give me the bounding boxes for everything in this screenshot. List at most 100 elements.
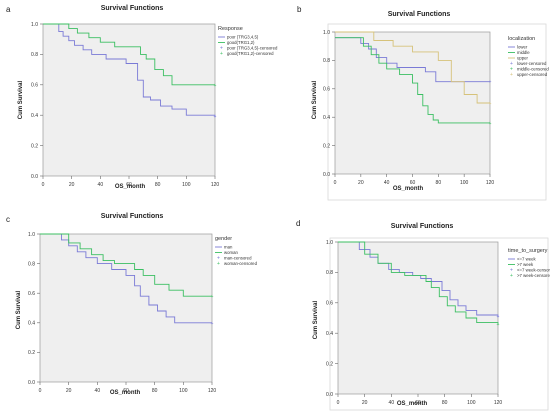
legend-entry: man <box>224 245 233 250</box>
plot-area <box>334 31 491 175</box>
y-tick-label: 0.8 <box>28 261 35 267</box>
x-tick-label: 80 <box>155 182 161 188</box>
censor-mark: + <box>497 314 500 320</box>
censor-mark: + <box>489 121 492 127</box>
x-axis-label: OS_month <box>115 184 146 190</box>
y-axis-label: Cum Survival <box>16 291 22 330</box>
y-tick-label: 0.2 <box>326 361 333 367</box>
legend-entry: woman-censored <box>224 261 258 266</box>
x-tick-label: 80 <box>436 180 442 186</box>
legend-entry: >7 week-censored <box>517 273 550 278</box>
x-tick-label: 20 <box>66 388 72 394</box>
legend-entry: man-censored <box>224 256 252 261</box>
y-tick-label: 0.4 <box>323 115 330 121</box>
x-tick-label: 120 <box>486 180 495 186</box>
x-tick-label: 40 <box>389 400 395 406</box>
panel-border <box>327 23 547 201</box>
x-tick-label: 100 <box>460 180 469 186</box>
x-axis-label: OS_month <box>110 390 141 396</box>
y-tick-label: 0.6 <box>31 83 38 89</box>
legend-entry: upper <box>517 56 529 61</box>
y-axis-label: Cum Survival <box>18 81 24 120</box>
y-tick-label: 0.6 <box>326 301 333 307</box>
x-axis-label: OS_month <box>393 186 424 192</box>
legend-censor-marker: + <box>510 273 513 279</box>
legend-entry: upper-censored <box>517 72 548 77</box>
legend-entry: middle-censored <box>517 67 549 72</box>
legend-entry: woman <box>224 250 238 255</box>
legend-entry: <=7 week <box>517 257 536 262</box>
chart-title: Survival Functions <box>388 11 451 18</box>
legend-entry: good(TRG1,2) <box>227 40 255 45</box>
y-tick-label: 0.8 <box>31 52 38 58</box>
chart-title: Survival Functions <box>101 213 164 220</box>
x-tick-label: 20 <box>362 400 368 406</box>
x-tick-label: 0 <box>334 180 337 186</box>
y-tick-label: 1.0 <box>31 22 38 28</box>
y-tick-label: 1.0 <box>28 232 35 238</box>
panel-label: b <box>297 5 302 14</box>
censor-mark: + <box>211 321 214 327</box>
legend-title: gender <box>215 236 232 242</box>
y-tick-label: 0.8 <box>326 270 333 276</box>
y-axis-label: Cum Survival <box>313 301 319 340</box>
censor-mark: + <box>497 322 500 328</box>
chart-panel-d: d Survival Functions 0 20 40 60 80 100 120 0.0 0.2… <box>296 219 550 411</box>
series-line-1 <box>43 23 216 117</box>
x-tick-label: 120 <box>208 388 217 394</box>
legend-censor-marker: + <box>217 256 220 262</box>
x-tick-label: 60 <box>123 388 129 394</box>
plot-area <box>39 233 213 383</box>
legend-censor-marker: + <box>510 72 513 78</box>
x-tick-label: 0 <box>42 182 45 188</box>
legend-censor-marker: + <box>217 261 220 267</box>
x-tick-label: 0 <box>337 400 340 406</box>
legend-entry: lower <box>517 45 528 50</box>
x-tick-label: 100 <box>182 182 191 188</box>
x-tick-label: 80 <box>442 400 448 406</box>
y-tick-label: 0.8 <box>323 58 330 64</box>
x-tick-label: 40 <box>98 182 104 188</box>
y-tick-label: 0.0 <box>28 380 35 386</box>
chart-title: Survival Functions <box>391 223 454 230</box>
legend-entry: middle <box>517 50 530 55</box>
y-tick-label: 0.0 <box>326 392 333 398</box>
y-tick-label: 0.0 <box>31 174 38 180</box>
x-tick-label: 20 <box>358 180 364 186</box>
y-tick-label: 0.4 <box>326 331 333 337</box>
censor-mark: + <box>489 80 492 86</box>
x-tick-label: 120 <box>494 400 503 406</box>
x-tick-label: 40 <box>384 180 390 186</box>
y-tick-label: 1.0 <box>323 30 330 36</box>
legend-entry: <=7 week-censored <box>517 268 550 273</box>
x-tick-label: 120 <box>211 182 220 188</box>
legend-censor-marker: + <box>510 61 513 67</box>
legend-entry: poor (TRG3,4,5) <box>227 35 259 40</box>
y-tick-label: 1.0 <box>326 240 333 246</box>
series-line-3 <box>335 31 490 104</box>
panel-label: a <box>6 5 11 14</box>
legend-censor-marker: + <box>510 67 513 73</box>
y-tick-label: 0.2 <box>31 143 38 149</box>
y-tick-label: 0.2 <box>323 143 330 149</box>
chart-panel-b: b Survival Functions 0 20 40 60 80 100 120 0.0 0.2… <box>297 5 549 201</box>
y-tick-label: 0.6 <box>323 87 330 93</box>
plot-area <box>42 23 216 177</box>
series-line-2 <box>338 241 499 325</box>
legend-entry: good(TRG1,2)-censored <box>227 51 274 56</box>
x-axis-label: OS_month <box>397 401 428 407</box>
chart-title: Survival Functions <box>101 5 164 12</box>
y-tick-label: 0.4 <box>28 321 35 327</box>
legend-entry: poor (TRG3,4,5)-censored <box>227 46 278 51</box>
legend-entry: >7 week <box>517 262 534 267</box>
series-line-1 <box>40 233 212 324</box>
legend-censor-marker: + <box>220 46 223 52</box>
legend-entry: lower-censored <box>517 61 547 66</box>
legend-censor-marker: + <box>220 51 223 57</box>
legend-title: time_to_surgery <box>508 248 548 254</box>
y-tick-label: 0.4 <box>31 113 38 119</box>
censor-mark: + <box>214 115 217 121</box>
y-axis-label: Cum Survival <box>312 81 318 120</box>
x-tick-label: 20 <box>69 182 75 188</box>
